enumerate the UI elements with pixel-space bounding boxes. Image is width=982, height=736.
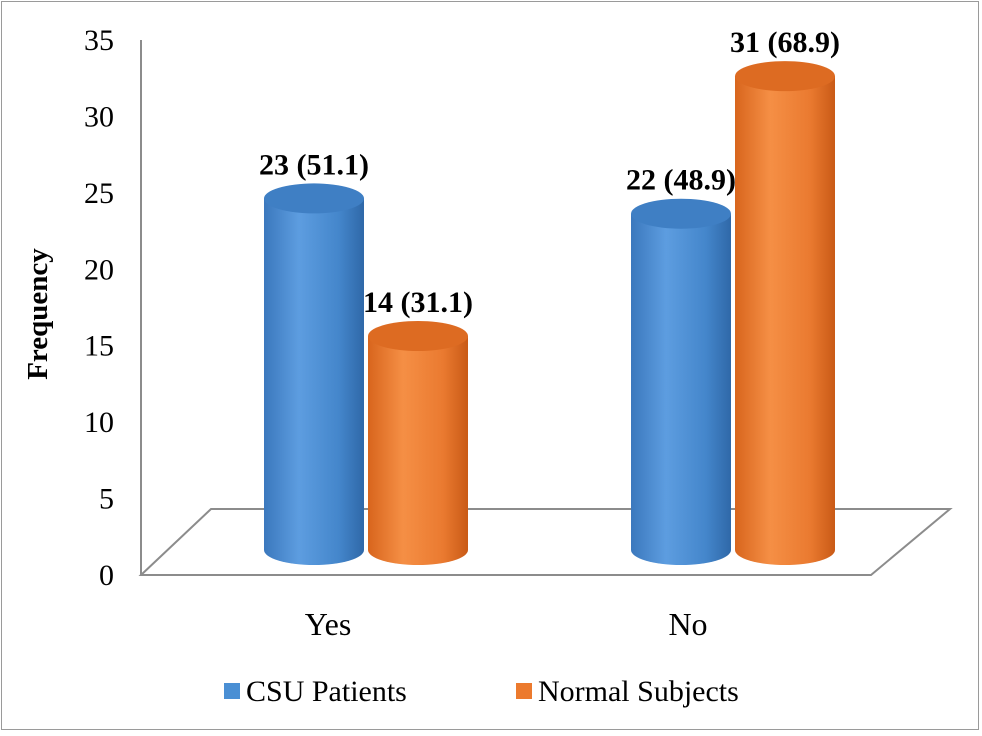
bar-yes-normal-subjects — [368, 321, 468, 565]
bar-no-csu-patients — [631, 198, 731, 565]
data-labels-group: 23 (51.1) 14 (31.1) 22 (48.9) 31 (68.9) — [259, 26, 840, 319]
bar-top — [264, 183, 364, 214]
y-tick-label: 35 — [84, 24, 114, 57]
legend-label-csu-patients: CSU Patients — [246, 675, 407, 708]
legend-swatch-csu-patients — [224, 683, 240, 699]
legend-swatch-normal-subjects — [516, 683, 532, 699]
legend: CSU Patients Normal Subjects — [224, 675, 739, 708]
y-tick-label: 10 — [84, 406, 114, 439]
y-tick-label: 0 — [99, 559, 114, 592]
y-tick-label: 15 — [84, 330, 114, 363]
data-label: 23 (51.1) — [259, 148, 369, 181]
y-tick-label: 5 — [99, 483, 114, 516]
bar-body — [368, 336, 468, 565]
y-axis-ticks: 0 5 10 15 20 25 30 35 — [84, 24, 114, 592]
data-label: 31 (68.9) — [730, 26, 840, 59]
y-tick-label: 20 — [84, 253, 114, 286]
bar-body — [735, 76, 835, 566]
bar-top — [631, 198, 731, 229]
bar-top — [735, 61, 835, 92]
bar-no-normal-subjects — [735, 61, 835, 566]
data-label: 14 (31.1) — [363, 286, 473, 319]
data-label: 22 (48.9) — [626, 164, 736, 197]
x-category-label: Yes — [305, 606, 352, 642]
x-category-label: No — [668, 606, 707, 642]
bar-top — [368, 321, 468, 351]
y-tick-label: 30 — [84, 100, 114, 133]
bar-body — [631, 213, 731, 565]
bars-group — [264, 61, 835, 566]
bar-yes-csu-patients — [264, 183, 364, 565]
legend-label-normal-subjects: Normal Subjects — [538, 675, 739, 708]
y-tick-label: 25 — [84, 177, 114, 210]
bar-body — [264, 198, 364, 565]
y-axis-title: Frequency — [22, 248, 54, 380]
